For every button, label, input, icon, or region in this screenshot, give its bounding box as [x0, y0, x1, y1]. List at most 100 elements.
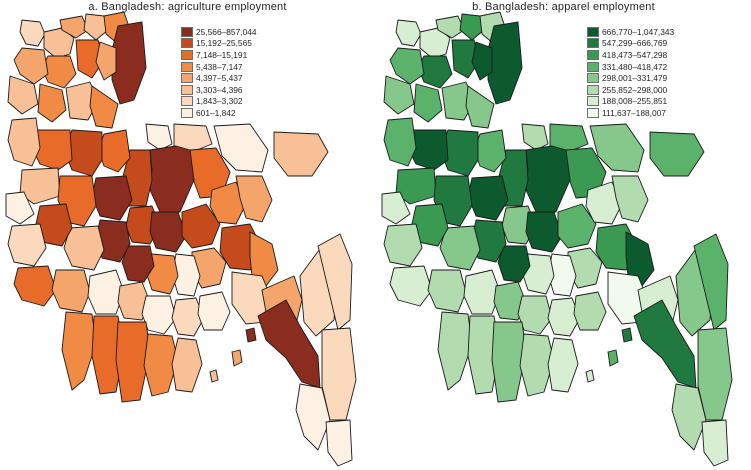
district-region	[395, 19, 422, 47]
district-region	[197, 291, 231, 331]
district-region	[519, 333, 555, 397]
district-region	[497, 245, 531, 283]
legend-entry: 255,852–298,000	[587, 84, 674, 96]
legend-label: 4,397–5,437	[196, 73, 243, 84]
legend-entry: 4,397–5,437	[181, 72, 257, 84]
legend-entry: 298,001–331,479	[587, 72, 674, 84]
legend-entry: 418,473–547,298	[587, 49, 674, 61]
apparel-legend: 666,770–1,047,343 547,299–666,769 418,47…	[587, 26, 674, 119]
island-region	[231, 349, 243, 367]
district-region	[111, 21, 147, 105]
district-region	[63, 225, 105, 271]
district-region	[395, 167, 437, 205]
district-region	[7, 117, 41, 167]
district-region	[117, 281, 151, 321]
district-region	[173, 123, 213, 153]
district-region	[389, 265, 433, 307]
district-layer	[381, 11, 733, 467]
legend-label: 188,008–255,851	[602, 96, 668, 107]
district-region	[381, 191, 411, 225]
district-region	[19, 167, 61, 205]
legend-entry: 547,299–666,769	[587, 38, 674, 50]
district-region	[671, 383, 707, 451]
legend-swatch	[181, 38, 193, 49]
legend-label: 331,480–418,472	[602, 61, 668, 72]
district-region	[557, 203, 597, 249]
district-region	[7, 223, 47, 267]
district-region	[75, 39, 105, 79]
district-region	[19, 19, 46, 47]
district-region	[171, 337, 203, 393]
district-region	[51, 269, 91, 313]
island-region	[585, 369, 595, 383]
legend-label: 7,148–15,191	[196, 49, 248, 60]
district-region	[487, 21, 523, 105]
district-region	[115, 321, 151, 403]
district-region	[413, 83, 443, 123]
legend-swatch	[181, 49, 193, 60]
district-region	[435, 15, 465, 39]
district-region	[701, 419, 729, 467]
legend-entry: 25,566–857,044	[181, 26, 257, 38]
district-region	[517, 295, 553, 335]
district-region	[589, 123, 645, 173]
legend-entry: 601–1,842	[181, 107, 257, 119]
legend-label: 15,192–25,565	[196, 38, 252, 49]
district-region	[149, 145, 195, 213]
district-region	[141, 295, 177, 335]
agriculture-choropleth-map	[5, 11, 357, 467]
district-region	[439, 225, 481, 271]
district-region	[149, 211, 187, 253]
district-region	[171, 297, 205, 337]
district-region	[467, 175, 509, 221]
district-region	[521, 123, 549, 151]
district-region	[87, 269, 125, 315]
district-region	[235, 175, 273, 223]
legend-label: 255,852–298,000	[602, 84, 668, 95]
district-region	[37, 83, 67, 123]
district-region	[91, 175, 133, 221]
district-region	[83, 13, 109, 41]
district-region	[547, 297, 581, 337]
island-region	[209, 369, 219, 383]
district-region	[465, 85, 495, 129]
district-region	[649, 131, 705, 177]
legend-swatch	[587, 38, 599, 49]
district-region	[213, 123, 269, 173]
legend-swatch	[587, 84, 599, 95]
district-region	[91, 315, 125, 395]
legend-label: 5,438–7,147	[196, 61, 243, 72]
district-region	[97, 129, 131, 173]
legend-swatch	[181, 96, 193, 107]
legend-label: 666,770–1,047,343	[602, 26, 675, 37]
legend-entry: 188,008–255,851	[587, 96, 674, 108]
district-region	[451, 39, 481, 79]
district-region	[321, 327, 357, 421]
district-region	[383, 223, 423, 267]
district-region	[525, 145, 571, 213]
agriculture-map-panel: a. Bangladesh: agriculture employment 25…	[0, 0, 375, 470]
legend-swatch	[587, 49, 599, 60]
legend-entry: 111,637–188,007	[587, 107, 674, 119]
legend-entry: 15,192–25,565	[181, 38, 257, 50]
district-region	[383, 75, 415, 115]
legend-entry: 3,303–4,396	[181, 84, 257, 96]
apparel-choropleth-map	[381, 11, 733, 467]
district-region	[325, 419, 353, 467]
legend-entry: 331,480–418,472	[587, 61, 674, 73]
district-region	[295, 383, 331, 451]
district-region	[473, 129, 507, 173]
district-region	[209, 181, 247, 225]
district-region	[585, 181, 623, 225]
legend-swatch	[587, 96, 599, 107]
legend-label: 1,843–3,302	[196, 96, 243, 107]
district-region	[89, 85, 119, 129]
district-region	[61, 311, 97, 391]
legend-swatch	[181, 84, 193, 95]
legend-label: 418,473–547,298	[602, 49, 668, 60]
district-region	[525, 211, 563, 253]
district-region	[493, 281, 527, 321]
legend-swatch	[587, 73, 599, 84]
district-region	[7, 75, 39, 115]
legend-label: 547,299–666,769	[602, 38, 668, 49]
